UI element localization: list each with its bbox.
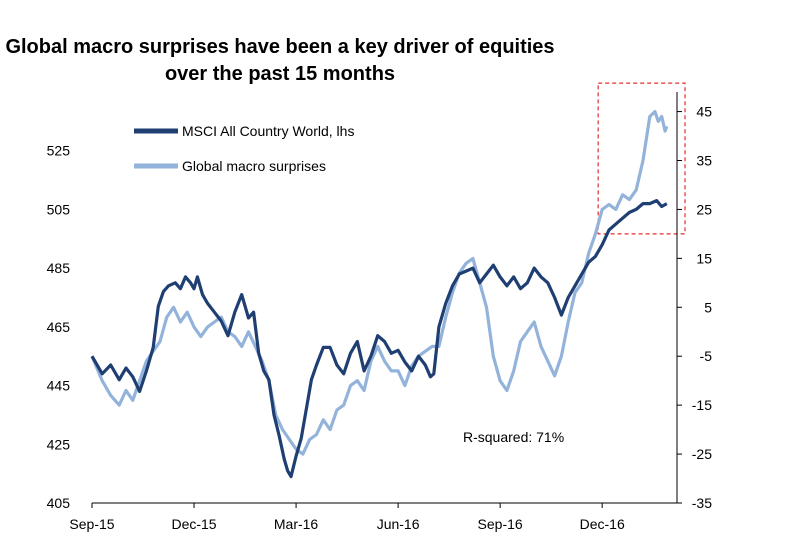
right-y-tick-label: -25 bbox=[692, 446, 712, 462]
x-tick-label: Mar-16 bbox=[274, 516, 319, 532]
right-y-tick-label: 5 bbox=[704, 299, 712, 315]
left-y-tick-label: 505 bbox=[47, 201, 71, 217]
right-y-tick-label: -35 bbox=[692, 495, 712, 511]
x-tick-label: Dec-16 bbox=[580, 516, 625, 532]
highlight-box bbox=[597, 82, 686, 235]
right-y-tick-label: 15 bbox=[696, 250, 712, 266]
left-y-tick-label: 485 bbox=[47, 260, 71, 276]
highlight-layer bbox=[597, 82, 686, 235]
series-line-msci bbox=[90, 199, 668, 479]
right-y-tick-label: 45 bbox=[696, 104, 712, 120]
right-y-tick-label: 25 bbox=[696, 201, 712, 217]
x-tick-label: Dec-15 bbox=[171, 516, 216, 532]
legend-label-msci: MSCI All Country World, lhs bbox=[182, 123, 354, 139]
series-layer bbox=[90, 109, 669, 479]
legend-label-macro-surprises: Global macro surprises bbox=[182, 158, 326, 174]
x-tick-label: Sep-15 bbox=[69, 516, 114, 532]
legend: MSCI All Country World, lhs Global macro… bbox=[134, 123, 354, 174]
right-y-tick-label: -15 bbox=[692, 397, 712, 413]
x-tick-label: Sep-16 bbox=[478, 516, 523, 532]
left-y-tick-label: 525 bbox=[47, 143, 71, 159]
r-squared-annotation: R-squared: 71% bbox=[463, 429, 564, 445]
chart-title: Global macro surprises have been a key d… bbox=[0, 34, 560, 88]
left-y-tick-label: 445 bbox=[47, 378, 71, 394]
axes-layer: Sep-15 Dec-15 Mar-16 Jun-16 Sep-16 Dec-16 405 4… bbox=[47, 92, 713, 532]
left-y-tick-label: 425 bbox=[47, 436, 71, 452]
right-y-tick-label: 35 bbox=[696, 153, 712, 169]
chart-title-line-1: Global macro surprises have been a key d… bbox=[5, 36, 555, 58]
left-y-tick-label: 405 bbox=[47, 495, 71, 511]
series-line-macro-surprises bbox=[90, 109, 669, 456]
x-tick-label: Jun-16 bbox=[377, 516, 420, 532]
right-y-tick-label: -5 bbox=[700, 348, 713, 364]
left-y-tick-label: 465 bbox=[47, 319, 71, 335]
chart-title-line-2: over the past 15 months bbox=[164, 63, 396, 85]
